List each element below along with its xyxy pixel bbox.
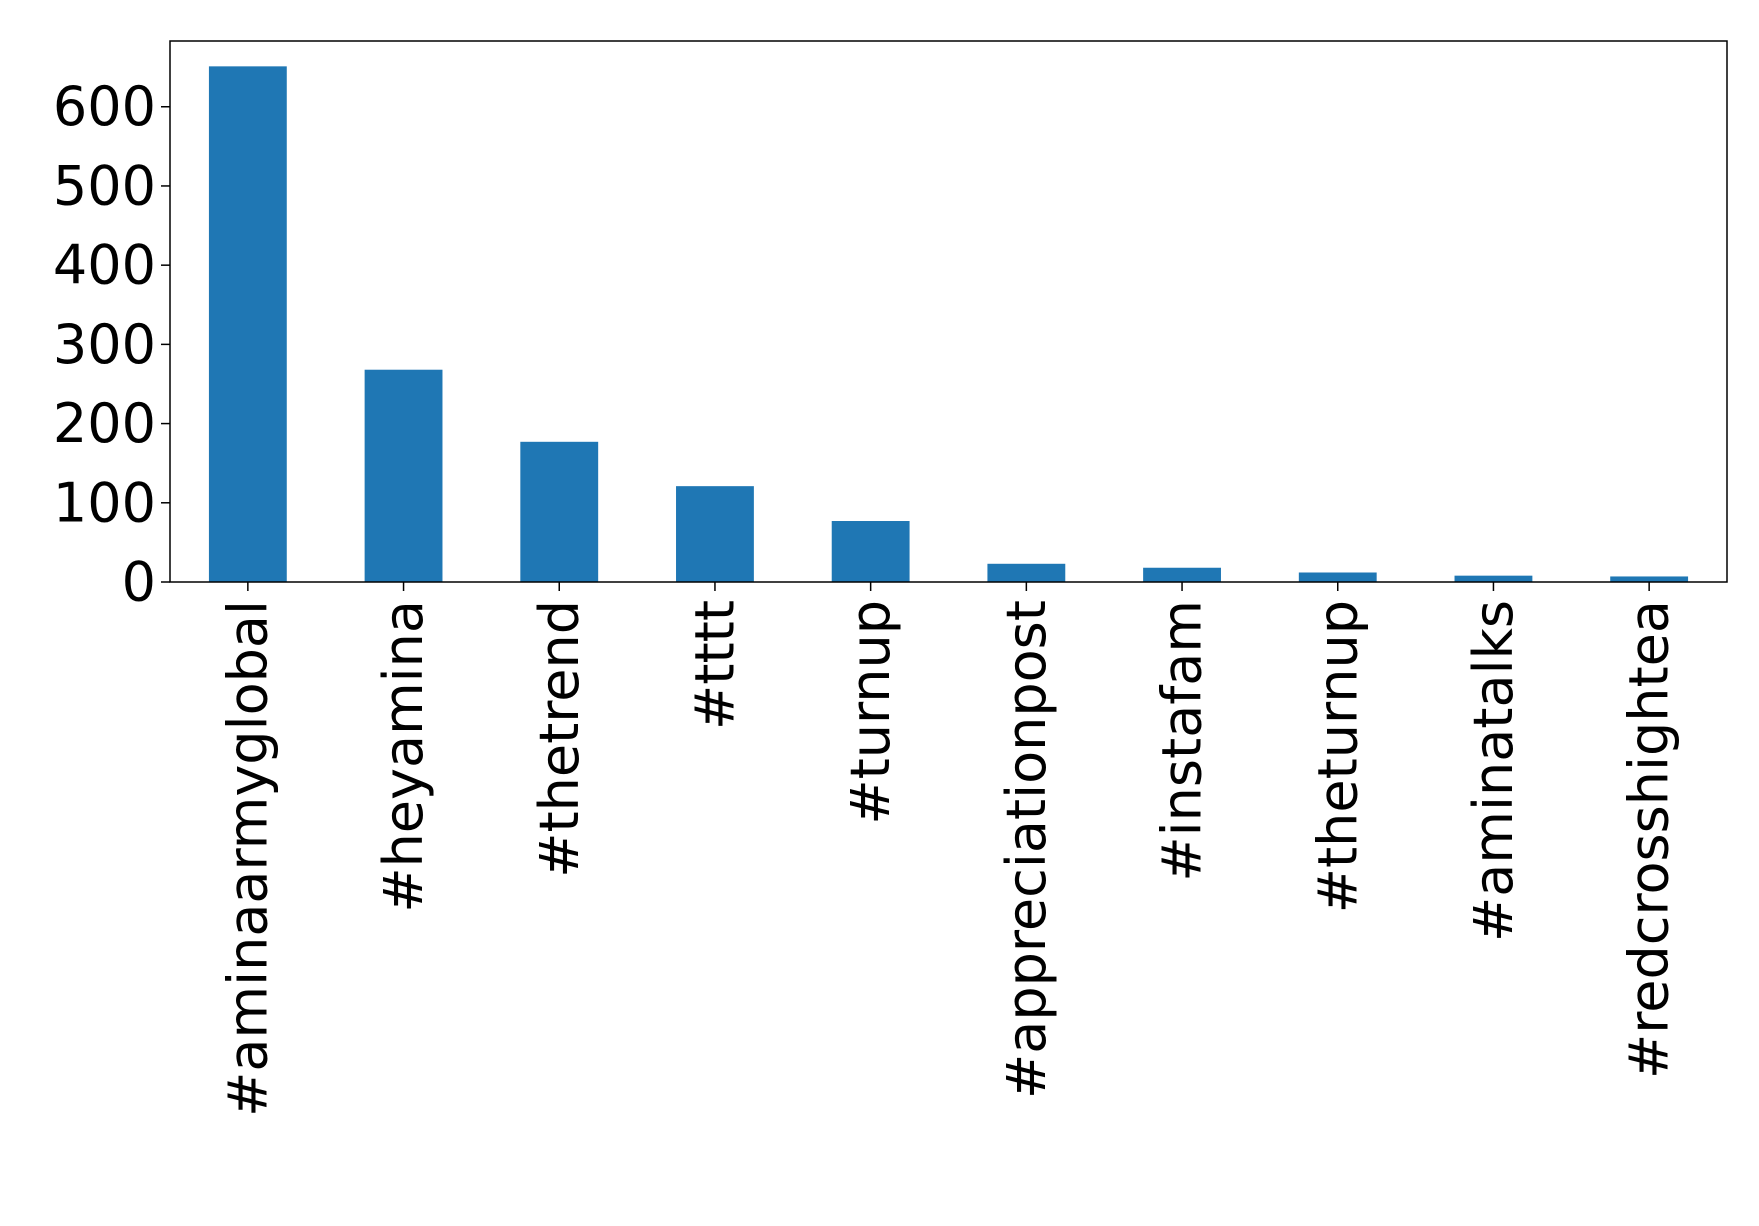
bar-thetrend (520, 441, 599, 582)
bar-tttt (676, 486, 754, 582)
bar-theturnup (1298, 572, 1377, 582)
y-tick-label: 200 (53, 392, 156, 455)
bar-aminatalks (1454, 575, 1533, 582)
bar-heyamina (364, 369, 443, 582)
y-tick-label: 300 (53, 313, 156, 376)
x-tick-label: #redcrosshightea (1618, 600, 1681, 1079)
bar-instafam (1143, 567, 1221, 582)
bars-group (208, 66, 1689, 583)
x-tick-label: #aminaarmyglobal (216, 600, 279, 1117)
y-tick-label: 100 (53, 471, 156, 534)
x-tick-label: #tttt (683, 600, 746, 730)
y-axis-ticks: 0 100 200 300 400 500 600 (53, 75, 170, 614)
x-tick-label: #thetrend (528, 600, 591, 878)
x-tick-label: #aminatalks (1462, 600, 1525, 942)
bar-turnup (831, 521, 910, 582)
x-tick-label: #appreciationpost (995, 600, 1058, 1099)
y-tick-label: 0 (122, 551, 156, 614)
x-tick-label: #heyamina (372, 600, 435, 913)
x-axis-ticks: #aminaarmyglobal #heyamina #thetrend #tttt #… (216, 582, 1681, 1117)
x-tick-label: #turnup (839, 600, 902, 825)
bar-redcrosshightea (1610, 576, 1689, 582)
y-tick-label: 600 (53, 75, 156, 138)
bar-appreciationpost (987, 563, 1066, 582)
x-tick-label: #theturnup (1306, 600, 1369, 913)
y-tick-label: 400 (53, 234, 156, 297)
bar-aminaarmyglobal (208, 66, 287, 583)
x-tick-label: #instafam (1151, 600, 1214, 882)
plot-frame (169, 40, 1728, 583)
y-tick-label: 500 (53, 154, 156, 217)
